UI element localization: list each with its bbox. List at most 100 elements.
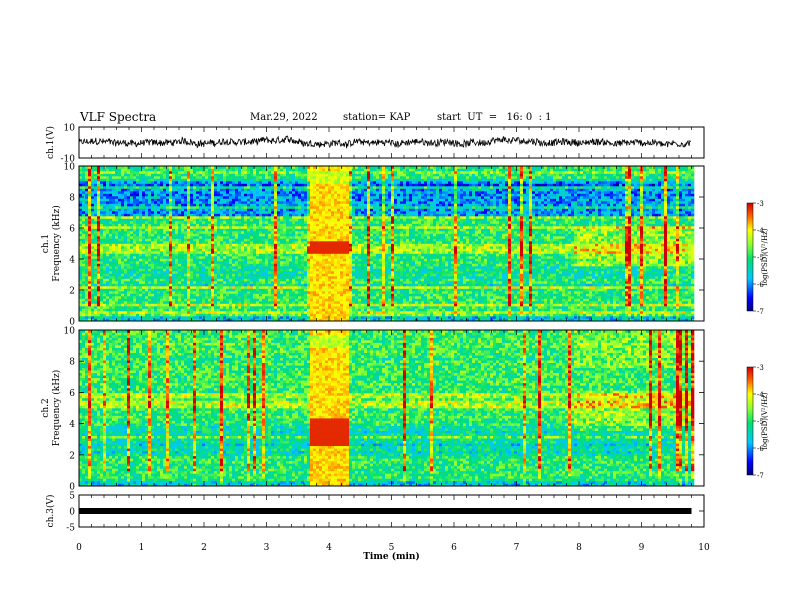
ch1-spectrogram-cell [115,291,118,294]
ch1-spectrogram-cell [205,214,208,217]
ch1-spectrogram-cell [181,204,184,207]
ch1-spectrogram-cell [130,239,133,242]
ch1-spectrogram-cell [235,209,238,212]
ch1-spectrogram-cell [175,204,178,207]
ch1-spectrogram-cell [244,201,247,204]
ch1-spectrogram-cell [295,246,298,249]
ch1-spectrogram-cell [196,259,199,262]
ch1-spectrogram-cell [166,229,169,232]
ch1-spectrogram-cell [91,304,94,307]
ch1-spectrogram-cell [238,246,241,249]
ch1-spectrogram-cell [100,199,103,202]
ch1-spectrogram-cell [250,224,253,227]
ch1-spectrogram-cell [112,209,115,212]
ch1-spectrogram-cell [271,306,274,309]
ch1-spectrogram-cell [82,296,85,299]
ch1-spectrogram-cell [229,254,232,257]
ch1-spectrogram-cell [121,171,124,174]
ch1-spectrogram-cell [187,214,190,217]
ch1-spectrogram-cell [271,244,274,247]
ch1-spectrogram-cell [304,306,307,309]
ch1-spectrogram-cell [262,266,265,269]
ch1-spectrogram-cell [106,296,109,299]
ch1-spectrogram-cell [115,171,118,174]
ch1-spectrogram-cell [145,274,148,277]
ch1-spectrogram-cell [91,301,94,304]
ch1-spectrogram-cell [172,254,175,257]
ch1-spectrogram-cell [304,239,307,242]
ch1-spectrogram-cell [187,209,190,212]
ch1-spectrogram-cell [145,184,148,187]
ch1-spectrogram-cell [154,311,157,314]
ch1-spectrogram-cell [148,286,151,289]
ch1-spectrogram-cell [223,271,226,274]
ch1-spectrogram-cell [214,296,217,299]
ch1-spectrogram-cell [196,269,199,272]
ch1-spectrogram-cell [175,216,178,219]
ch1-spectrogram-cell [154,256,157,259]
ch1-spectrogram-cell [169,296,172,299]
ch1-spectrogram-cell [211,254,214,257]
ch1-spectrogram-cell [151,209,154,212]
ch1-spectrogram-cell [262,281,265,284]
ch1-spectrogram-cell [223,301,226,304]
ch1-spectrogram-cell [211,264,214,267]
ch1-spectrogram-cell [184,316,187,319]
ch1-spectrogram-cell [88,314,91,317]
ch1-spectrogram-cell [145,181,148,184]
ch1-spectrogram-cell [85,214,88,217]
ch1-spectrogram-cell [190,269,193,272]
ch1-spectrogram-cell [124,269,127,272]
ch1-spectrogram-cell [250,171,253,174]
ch1-spectrogram-cell [220,199,223,202]
ch1-spectrogram-cell [97,191,100,194]
ch1-spectrogram-cell [286,214,289,217]
ch1-spectrogram-cell [292,311,295,314]
ch1-spectrogram-cell [166,281,169,284]
ch1-spectrogram-cell [154,241,157,244]
ch1-spectrogram-cell [202,294,205,297]
ch1-spectrogram-cell [184,171,187,174]
ch1-spectrogram-cell [148,174,151,177]
ch1-spectrogram-cell [190,261,193,264]
ch1-spectrogram-cell [172,261,175,264]
ch1-spectrogram-cell [241,226,244,229]
ch1-spectrogram-cell [175,246,178,249]
ch1-spectrogram-cell [193,211,196,214]
ch1-spectrogram-cell [136,316,139,319]
ch1-spectrogram-cell [295,316,298,319]
ch1-spectrogram-cell [157,201,160,204]
ch1-spectrogram-cell [229,286,232,289]
ch1-spectrogram-cell [229,294,232,297]
ch1-spectrogram-cell [217,281,220,284]
ch1-spectrogram-cell [91,189,94,192]
ch1-spectrogram-cell [262,194,265,197]
ch1-spectrogram-cell [193,286,196,289]
ch1-spectrogram-cell [193,231,196,234]
ch1-spectrogram-cell [250,256,253,259]
ch1-spectrogram-cell [214,274,217,277]
ch1-spectrogram-cell [256,239,259,242]
ch1-spectrogram-cell [286,271,289,274]
ch1-spectrogram-cell [208,214,211,217]
ch1-spectrogram-cell [253,226,256,229]
ch1-spectrogram-cell [88,256,91,259]
ch1-spectrogram-cell [163,309,166,312]
ch1-spectrogram-cell [175,296,178,299]
ch1-spectrogram-cell [88,299,91,302]
ch1-spectrogram-cell [100,176,103,179]
ch1-spectrogram-cell [298,284,301,287]
ch1-spectrogram-cell [292,304,295,307]
ch1-spectrogram-cell [280,191,283,194]
ch1-spectrogram-cell [166,279,169,282]
ch1-spectrogram-cell [205,209,208,212]
ch1-spectrogram-cell [160,231,163,234]
ch1-spectrogram-cell [289,251,292,254]
ch1-spectrogram-cell [112,234,115,237]
ch1-spectrogram-cell [160,234,163,237]
ch1-spectrogram-cell [307,279,310,282]
ch1-spectrogram-cell [82,286,85,289]
ch1-spectrogram-cell [205,301,208,304]
ch1-spectrogram-cell [193,201,196,204]
ch1-spectrogram-cell [124,281,127,284]
